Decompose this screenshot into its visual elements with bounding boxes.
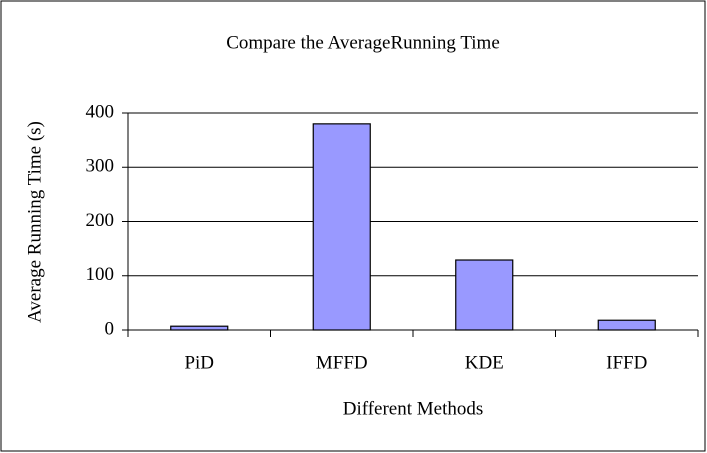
bar [597, 319, 656, 331]
chart-title: Compare the AverageRunning Time [226, 32, 500, 53]
x-tick-label: PiD [184, 352, 214, 373]
x-axis-label: Different Methods [343, 398, 484, 419]
y-tick-label: 0 [105, 318, 115, 339]
x-tick-label: KDE [465, 352, 504, 373]
bar [455, 259, 514, 331]
x-tick-label: MFFD [316, 352, 368, 373]
y-tick-label: 200 [86, 210, 115, 231]
y-tick-label: 400 [86, 101, 115, 122]
y-tick-label: 300 [86, 156, 115, 177]
x-tick-label: IFFD [606, 352, 647, 373]
bar [170, 325, 229, 331]
bar [312, 123, 371, 331]
y-axis-label: Average Running Time (s) [24, 121, 45, 323]
y-tick-label: 100 [86, 264, 115, 285]
